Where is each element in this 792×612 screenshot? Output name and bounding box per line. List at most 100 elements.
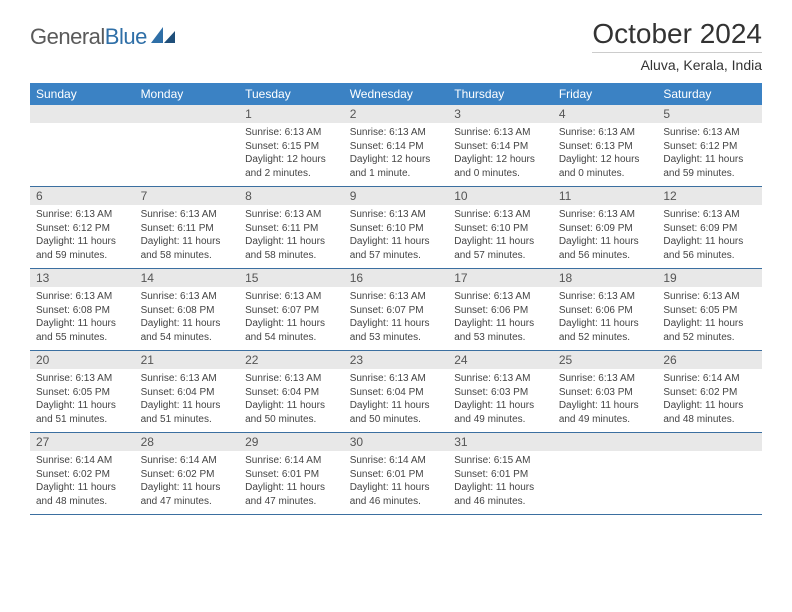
- day-body: Sunrise: 6:13 AMSunset: 6:04 PMDaylight:…: [344, 369, 449, 432]
- weekday-header: Monday: [135, 83, 240, 105]
- day-number: 21: [135, 351, 240, 369]
- sunset-text: Sunset: 6:08 PM: [36, 304, 129, 318]
- calendar-body: 1Sunrise: 6:13 AMSunset: 6:15 PMDaylight…: [30, 105, 762, 515]
- sunrise-text: Sunrise: 6:13 AM: [559, 372, 652, 386]
- sunrise-text: Sunrise: 6:13 AM: [454, 372, 547, 386]
- sunrise-text: Sunrise: 6:13 AM: [663, 208, 756, 222]
- daylight-text: Daylight: 12 hours and 1 minute.: [350, 153, 443, 180]
- day-number: 14: [135, 269, 240, 287]
- sunrise-text: Sunrise: 6:13 AM: [350, 290, 443, 304]
- day-body: Sunrise: 6:14 AMSunset: 6:02 PMDaylight:…: [135, 451, 240, 514]
- day-body: Sunrise: 6:13 AMSunset: 6:14 PMDaylight:…: [344, 123, 449, 186]
- sunrise-text: Sunrise: 6:13 AM: [36, 290, 129, 304]
- calendar-cell: 29Sunrise: 6:14 AMSunset: 6:01 PMDayligh…: [239, 433, 344, 515]
- day-number: 9: [344, 187, 449, 205]
- day-number: 16: [344, 269, 449, 287]
- brand-part1: General: [30, 24, 105, 49]
- calendar-cell: 13Sunrise: 6:13 AMSunset: 6:08 PMDayligh…: [30, 269, 135, 351]
- daylight-text: Daylight: 11 hours and 56 minutes.: [559, 235, 652, 262]
- sunset-text: Sunset: 6:01 PM: [245, 468, 338, 482]
- sunrise-text: Sunrise: 6:13 AM: [141, 208, 234, 222]
- daylight-text: Daylight: 11 hours and 46 minutes.: [350, 481, 443, 508]
- daylight-text: Daylight: 11 hours and 50 minutes.: [245, 399, 338, 426]
- daylight-text: Daylight: 11 hours and 46 minutes.: [454, 481, 547, 508]
- day-body: Sunrise: 6:13 AMSunset: 6:15 PMDaylight:…: [239, 123, 344, 186]
- sunset-text: Sunset: 6:06 PM: [454, 304, 547, 318]
- brand-logo: GeneralBlue: [30, 24, 177, 50]
- weekday-header: Thursday: [448, 83, 553, 105]
- sunset-text: Sunset: 6:01 PM: [350, 468, 443, 482]
- sunset-text: Sunset: 6:14 PM: [454, 140, 547, 154]
- day-number: 26: [657, 351, 762, 369]
- daylight-text: Daylight: 11 hours and 57 minutes.: [454, 235, 547, 262]
- sunrise-text: Sunrise: 6:13 AM: [141, 290, 234, 304]
- sunset-text: Sunset: 6:05 PM: [36, 386, 129, 400]
- sunrise-text: Sunrise: 6:13 AM: [245, 126, 338, 140]
- day-number: 11: [553, 187, 658, 205]
- weekday-header: Wednesday: [344, 83, 449, 105]
- sunrise-text: Sunrise: 6:14 AM: [36, 454, 129, 468]
- calendar-cell: 1Sunrise: 6:13 AMSunset: 6:15 PMDaylight…: [239, 105, 344, 187]
- day-body-empty: [135, 123, 240, 181]
- day-body: Sunrise: 6:13 AMSunset: 6:07 PMDaylight:…: [344, 287, 449, 350]
- brand-name: GeneralBlue: [30, 24, 147, 50]
- sunrise-text: Sunrise: 6:13 AM: [245, 290, 338, 304]
- calendar-table: SundayMondayTuesdayWednesdayThursdayFrid…: [30, 83, 762, 515]
- sunset-text: Sunset: 6:09 PM: [663, 222, 756, 236]
- header-right: October 2024 Aluva, Kerala, India: [592, 18, 762, 73]
- day-number: 2: [344, 105, 449, 123]
- sunrise-text: Sunrise: 6:13 AM: [245, 372, 338, 386]
- day-body: Sunrise: 6:13 AMSunset: 6:14 PMDaylight:…: [448, 123, 553, 186]
- day-number: 10: [448, 187, 553, 205]
- page-title: October 2024: [592, 18, 762, 53]
- sunset-text: Sunset: 6:11 PM: [141, 222, 234, 236]
- sunrise-text: Sunrise: 6:14 AM: [245, 454, 338, 468]
- day-body: Sunrise: 6:13 AMSunset: 6:06 PMDaylight:…: [448, 287, 553, 350]
- sunset-text: Sunset: 6:06 PM: [559, 304, 652, 318]
- weekday-header: Tuesday: [239, 83, 344, 105]
- calendar-head: SundayMondayTuesdayWednesdayThursdayFrid…: [30, 83, 762, 105]
- sunset-text: Sunset: 6:02 PM: [36, 468, 129, 482]
- calendar-cell: 31Sunrise: 6:15 AMSunset: 6:01 PMDayligh…: [448, 433, 553, 515]
- calendar-cell: 2Sunrise: 6:13 AMSunset: 6:14 PMDaylight…: [344, 105, 449, 187]
- sunrise-text: Sunrise: 6:13 AM: [350, 208, 443, 222]
- calendar-cell: 15Sunrise: 6:13 AMSunset: 6:07 PMDayligh…: [239, 269, 344, 351]
- calendar-cell: 24Sunrise: 6:13 AMSunset: 6:03 PMDayligh…: [448, 351, 553, 433]
- day-number-empty: [30, 105, 135, 123]
- calendar-row: 20Sunrise: 6:13 AMSunset: 6:05 PMDayligh…: [30, 351, 762, 433]
- day-body: Sunrise: 6:13 AMSunset: 6:10 PMDaylight:…: [344, 205, 449, 268]
- day-number-empty: [657, 433, 762, 451]
- calendar-row: 27Sunrise: 6:14 AMSunset: 6:02 PMDayligh…: [30, 433, 762, 515]
- sunrise-text: Sunrise: 6:13 AM: [454, 126, 547, 140]
- sunset-text: Sunset: 6:13 PM: [559, 140, 652, 154]
- sunrise-text: Sunrise: 6:13 AM: [350, 372, 443, 386]
- sunset-text: Sunset: 6:07 PM: [245, 304, 338, 318]
- sunrise-text: Sunrise: 6:13 AM: [454, 208, 547, 222]
- calendar-cell: [135, 105, 240, 187]
- day-number: 18: [553, 269, 658, 287]
- day-body: Sunrise: 6:13 AMSunset: 6:05 PMDaylight:…: [657, 287, 762, 350]
- sunset-text: Sunset: 6:04 PM: [245, 386, 338, 400]
- sunrise-text: Sunrise: 6:13 AM: [36, 372, 129, 386]
- day-number: 1: [239, 105, 344, 123]
- day-body: Sunrise: 6:13 AMSunset: 6:07 PMDaylight:…: [239, 287, 344, 350]
- sunset-text: Sunset: 6:10 PM: [454, 222, 547, 236]
- calendar-cell: 28Sunrise: 6:14 AMSunset: 6:02 PMDayligh…: [135, 433, 240, 515]
- calendar-row: 6Sunrise: 6:13 AMSunset: 6:12 PMDaylight…: [30, 187, 762, 269]
- day-body: Sunrise: 6:15 AMSunset: 6:01 PMDaylight:…: [448, 451, 553, 514]
- sail-icon: [151, 25, 177, 50]
- day-body: Sunrise: 6:13 AMSunset: 6:05 PMDaylight:…: [30, 369, 135, 432]
- daylight-text: Daylight: 11 hours and 55 minutes.: [36, 317, 129, 344]
- daylight-text: Daylight: 11 hours and 54 minutes.: [141, 317, 234, 344]
- day-number: 4: [553, 105, 658, 123]
- calendar-cell: 4Sunrise: 6:13 AMSunset: 6:13 PMDaylight…: [553, 105, 658, 187]
- weekday-header: Sunday: [30, 83, 135, 105]
- sunrise-text: Sunrise: 6:15 AM: [454, 454, 547, 468]
- header: GeneralBlue October 2024 Aluva, Kerala, …: [30, 18, 762, 73]
- day-number: 23: [344, 351, 449, 369]
- sunset-text: Sunset: 6:07 PM: [350, 304, 443, 318]
- day-number-empty: [553, 433, 658, 451]
- daylight-text: Daylight: 11 hours and 57 minutes.: [350, 235, 443, 262]
- sunrise-text: Sunrise: 6:13 AM: [559, 208, 652, 222]
- sunset-text: Sunset: 6:10 PM: [350, 222, 443, 236]
